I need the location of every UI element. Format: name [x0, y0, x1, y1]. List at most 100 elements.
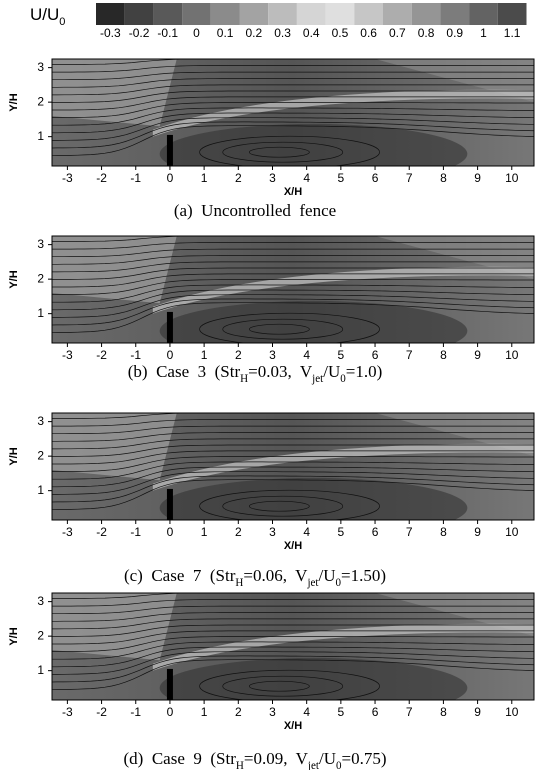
colorbar-tick-label: -0.2 — [129, 26, 150, 40]
x-tick-label: 0 — [167, 705, 174, 719]
x-tick-label: 6 — [372, 348, 379, 362]
y-tick-label: 2 — [37, 94, 44, 108]
colorbar-tick-label: -0.1 — [157, 26, 178, 40]
x-tick-label: -2 — [96, 171, 107, 185]
streamline — [52, 65, 534, 73]
streamline — [52, 96, 534, 111]
streamline — [52, 599, 534, 607]
x-tick-label: 1 — [201, 705, 208, 719]
colorbar-swatch — [497, 3, 527, 25]
vortex-streamline — [222, 318, 344, 340]
streamline — [52, 413, 534, 419]
streamline — [52, 646, 534, 668]
streamline — [52, 479, 534, 510]
text-run: =0.09, V — [244, 749, 309, 768]
streamline — [52, 71, 534, 81]
fence — [166, 668, 173, 700]
x-axis-label: X/H — [284, 540, 302, 552]
x-tick-label: -1 — [130, 525, 141, 539]
streamline — [52, 273, 534, 288]
y-tick-label: 1 — [37, 129, 44, 143]
streamline — [52, 432, 534, 442]
streamline — [52, 294, 534, 318]
colorbar-tick-label: 0 — [193, 26, 200, 40]
y-tick-label: 2 — [37, 271, 44, 285]
vortex-streamline — [222, 495, 344, 517]
x-tick-label: 5 — [338, 348, 345, 362]
vortex-streamline — [222, 675, 344, 697]
outer-region — [375, 59, 534, 103]
x-tick-label: 9 — [474, 348, 481, 362]
upstream-region — [52, 413, 177, 481]
subscript: 0 — [59, 16, 65, 28]
streamline — [52, 636, 534, 652]
outer-region — [375, 236, 534, 280]
colorbar-tick-label: 0.7 — [389, 26, 406, 40]
text-run: =1.50) — [341, 566, 386, 585]
text-run: =1.0) — [346, 362, 383, 381]
streamline — [52, 59, 534, 65]
y-axis-label: Y/H — [8, 627, 20, 645]
streamline — [52, 255, 534, 265]
x-tick-label: 5 — [338, 705, 345, 719]
vortex-streamline — [248, 323, 310, 335]
x-tick-label: -3 — [62, 705, 73, 719]
streamline — [52, 279, 534, 295]
x-tick-label: 1 — [201, 525, 208, 539]
plot-frame — [51, 235, 535, 344]
x-tick-label: 9 — [474, 525, 481, 539]
text-run: (b) Case 3 (Str — [128, 362, 241, 381]
streamline — [52, 651, 534, 675]
x-tick-label: -3 — [62, 171, 73, 185]
streamline — [52, 242, 534, 250]
streamline — [52, 289, 534, 311]
x-tick-label: -2 — [96, 705, 107, 719]
flow-field — [52, 59, 534, 166]
upstream-region — [52, 236, 177, 304]
streamline — [52, 444, 534, 457]
x-tick-label: -1 — [130, 348, 141, 362]
colorbar-swatch — [182, 3, 211, 25]
streamline — [52, 618, 534, 630]
y-tick-label: 3 — [37, 414, 44, 428]
streamline — [52, 298, 534, 326]
streamline — [52, 438, 534, 450]
x-tick-label: 3 — [269, 171, 276, 185]
colorbar-swatch — [268, 3, 297, 25]
recirculation — [159, 657, 468, 700]
x-tick-label: 0 — [167, 348, 174, 362]
x-tick-label: 2 — [235, 525, 242, 539]
x-tick-label: 10 — [505, 525, 519, 539]
colorbar-swatch — [469, 3, 498, 25]
outer-region — [375, 593, 534, 637]
streamline — [52, 78, 534, 88]
x-tick-label: -2 — [96, 525, 107, 539]
streamline — [52, 624, 534, 637]
colorbar-swatch — [296, 3, 326, 25]
x-tick-label: -1 — [130, 171, 141, 185]
streamline — [52, 117, 534, 141]
x-tick-label: 4 — [303, 171, 310, 185]
x-tick-label: 7 — [406, 348, 413, 362]
caption: (a) Uncontrolled fence — [174, 201, 336, 220]
streamline — [52, 659, 534, 690]
flow-field — [52, 593, 534, 700]
y-tick-label: 2 — [37, 448, 44, 462]
streamline — [52, 102, 534, 118]
vortex-streamline — [199, 135, 380, 166]
y-tick-label: 3 — [37, 594, 44, 608]
x-tick-label: 8 — [440, 525, 447, 539]
colorbar-swatch — [354, 3, 383, 25]
text-run: =0.75) — [342, 749, 387, 768]
text-run: (c) Case 7 (Str — [124, 566, 236, 585]
panel: -3 -2 -1 0 1 2 3 4 5 6 7 8 9 10 1 2 3 Y/H (b) Case 3 (StrH… — [8, 235, 535, 385]
streamline — [52, 419, 534, 427]
y-axis-label: Y/H — [8, 447, 20, 465]
upstream-region — [52, 593, 177, 661]
streamline — [52, 112, 534, 134]
x-tick-label: 7 — [406, 705, 413, 719]
x-tick-label: 4 — [303, 348, 310, 362]
subscript: 0 — [340, 373, 346, 385]
colorbar-tick-label: 0.2 — [246, 26, 263, 40]
streamline — [52, 471, 534, 495]
